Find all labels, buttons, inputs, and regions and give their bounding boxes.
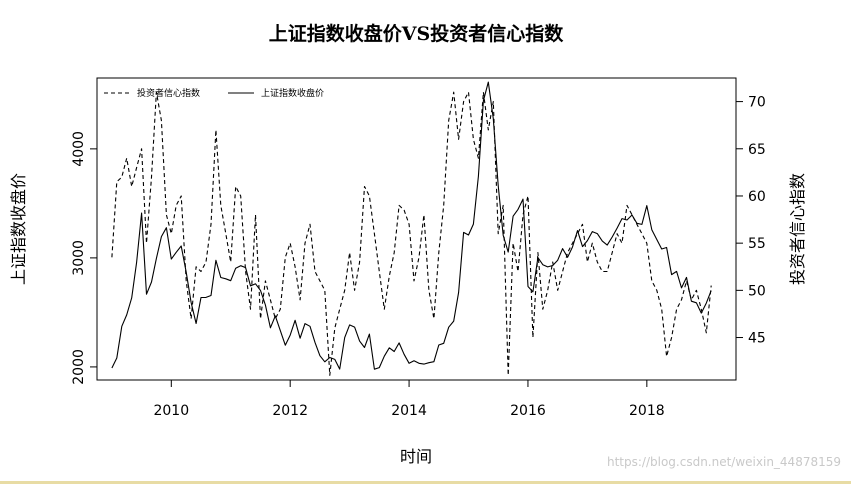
y-left-tick-label: 4000: [71, 131, 87, 167]
y-left-tick-label: 2000: [71, 349, 87, 385]
plot-frame: [96, 77, 737, 381]
bottom-rule: [0, 481, 851, 484]
chart-title: 上证指数收盘价VS投资者信心指数: [269, 22, 564, 45]
series-line-index: [111, 81, 712, 370]
y-left-tick-label: 3000: [71, 240, 87, 276]
legend-label-confidence: 投资者信心指数: [137, 87, 200, 99]
y-right-tick-label: 50: [748, 283, 766, 299]
x-tick-label: 2010: [153, 403, 189, 419]
y-axis-right: 45 50 55 60 65 70: [736, 95, 766, 347]
x-axis-title: 时间: [400, 447, 432, 466]
y-axis-right-title: 投资者信心指数: [788, 173, 807, 285]
x-tick-label: 2014: [391, 403, 427, 419]
series-line-confidence: [111, 91, 712, 376]
legend-label-index: 上证指数收盘价: [261, 87, 324, 99]
y-right-tick-label: 55: [748, 236, 766, 252]
y-right-tick-label: 65: [748, 142, 766, 158]
y-axis-left-title: 上证指数收盘价: [9, 173, 28, 285]
y-right-tick-label: 60: [748, 189, 766, 205]
x-axis: 2010 2012 2014 2016 2018: [153, 380, 665, 419]
series-layer: [111, 81, 712, 376]
watermark-text: https://blog.csdn.net/weixin_44878159: [606, 455, 841, 469]
legend: 投资者信心指数 上证指数收盘价: [104, 87, 324, 99]
y-axis-left: 2000 3000 4000: [71, 131, 97, 385]
x-tick-label: 2012: [272, 403, 308, 419]
x-tick-label: 2016: [510, 403, 546, 419]
x-tick-label: 2018: [629, 403, 665, 419]
y-right-tick-label: 45: [748, 331, 766, 347]
y-right-tick-label: 70: [748, 95, 766, 111]
